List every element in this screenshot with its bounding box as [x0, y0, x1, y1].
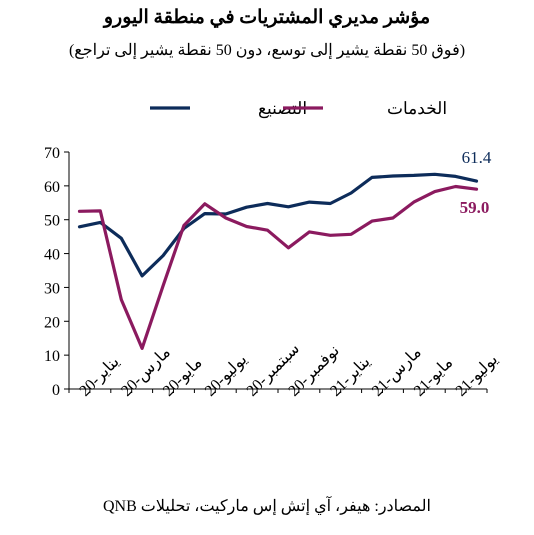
legend-label-manufacturing: التصنيع [258, 99, 307, 119]
y-tick-label: 0 [52, 382, 60, 399]
x-tick-label: يناير-20 [76, 353, 123, 400]
y-tick-label: 70 [44, 145, 60, 162]
y-tick-label: 40 [44, 247, 60, 264]
y-tick-label: 30 [44, 280, 60, 297]
y-tick-label: 10 [44, 348, 60, 365]
x-tick-label: يوليو-21 [452, 351, 501, 400]
end-label-services: 59.0 [460, 198, 490, 217]
chart-title: مؤشر مديري المشتريات في منطقة اليورو [103, 7, 431, 28]
y-tick-label: 60 [44, 179, 60, 196]
series-line-manufacturing [77, 172, 479, 278]
chart-source: المصادر: هيفر، آي إتش إس ماركيت، تحليلات… [103, 498, 431, 515]
end-label-manufacturing: 61.4 [462, 148, 492, 167]
series-line-services [77, 184, 479, 350]
legend-label-services: الخدمات [387, 99, 447, 118]
x-tick-label: يوليو-20 [202, 351, 251, 400]
y-tick-label: 50 [44, 213, 60, 230]
y-tick-label: 20 [44, 314, 60, 331]
chart-subtitle: (فوق 50 نقطة يشير إلى توسع، دون 50 نقطة … [68, 42, 466, 59]
